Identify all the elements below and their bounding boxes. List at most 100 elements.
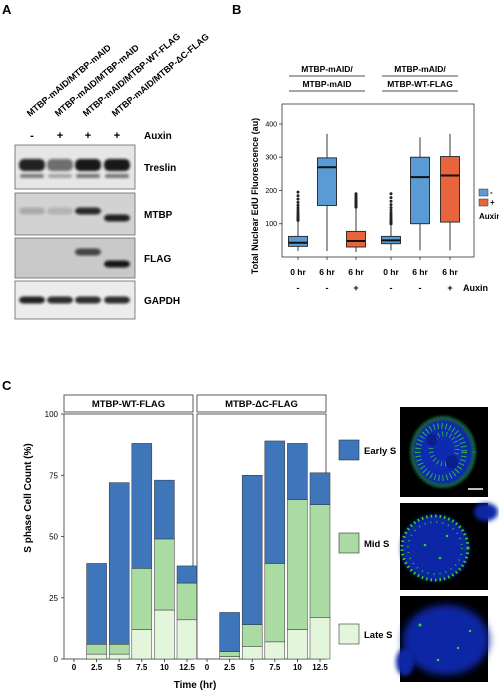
panel-c-ylabel: S phase Cell Count (%): [23, 443, 34, 552]
blot-band: [75, 296, 101, 304]
group-labels: MTBP-mAID/MTBP-mAID MTBP-mAID/MTBP-WT-FLA…: [289, 64, 458, 92]
outlier-point: [389, 206, 393, 210]
box: [440, 156, 460, 223]
x-tick-label: 0: [72, 663, 77, 672]
bar-segment-early-s: [131, 443, 153, 569]
blot-band: [48, 174, 72, 178]
auxin-sign: +: [85, 130, 91, 142]
bar-segment-early-s: [219, 612, 240, 652]
x-tick-label: 12.5: [312, 663, 328, 672]
micrograph-early-s: [400, 407, 488, 497]
y-tick-label: 0: [54, 655, 59, 664]
x-tick-label: 5: [117, 663, 122, 672]
plot-frame: [281, 103, 475, 258]
x-tick-label: 6 hr: [319, 267, 335, 277]
panel-c-legend: Early S Mid S Late S: [338, 439, 396, 645]
blot-band: [76, 174, 100, 178]
facet-title: MTBP-ΔC-FLAG: [225, 399, 298, 410]
x-tick-label: 0 hr: [290, 267, 306, 277]
x-tick-label: 10: [293, 663, 302, 672]
auxin-sign: +: [57, 130, 63, 142]
stacked-bar-facets: MTBP-WT-FLAG 0 2.5 5 7.5 10 12.5 MTBP-ΔC-FLAG 0 2…: [45, 394, 331, 672]
blot-band: [47, 296, 73, 304]
outlier-point: [389, 208, 393, 212]
facet-title: MTBP-WT-FLAG: [92, 399, 165, 410]
x-tick-label: 5: [250, 663, 255, 672]
blot-label: Treslin: [144, 163, 176, 174]
panel-c-label: C: [2, 378, 12, 393]
lane-labels: MTBP-mAID/MTBP-mAIDMTBP-mAID/MTBP-mAIDMT…: [25, 31, 211, 118]
blot-band: [19, 207, 45, 215]
bar-segment-late-s: [264, 641, 286, 660]
bar-segment-mid-s: [309, 504, 331, 618]
bar-segment-early-s: [241, 475, 263, 625]
auxin-sign: -: [390, 283, 393, 293]
group-label-line1: MTBP-mAID/: [301, 64, 353, 74]
bar-segment-early-s: [176, 565, 198, 584]
blot-band: [47, 207, 73, 215]
bar-segment-late-s: [309, 617, 331, 660]
blot-band: [75, 248, 101, 256]
outlier-point: [389, 196, 393, 200]
legend-swatch: [478, 188, 489, 197]
panel-a: A MTBP-mAID/MTBP-mAIDMTBP-mAID/MTBP-mAID…: [2, 2, 211, 320]
bar-segment-mid-s: [154, 538, 175, 611]
legend-label: Mid S: [364, 539, 389, 550]
micrograph-late-s: [396, 596, 489, 682]
outlier-point: [354, 192, 358, 196]
facet-strip: [63, 394, 194, 413]
outlier-point: [389, 213, 393, 217]
x-tick-label: 2.5: [91, 663, 103, 672]
outlier-point: [296, 200, 300, 204]
bar-segment-early-s: [154, 479, 175, 540]
auxin-label: Auxin: [144, 131, 172, 142]
group-label-line1: MTBP-mAID/: [394, 64, 446, 74]
bar-segment-mid-s: [86, 644, 107, 655]
y-tick-label: 100: [45, 410, 59, 419]
outlier-point: [296, 208, 300, 212]
legend-swatch: [338, 439, 360, 461]
auxin-sign: +: [447, 283, 452, 293]
panel-a-label: A: [2, 2, 12, 17]
bar-segment-late-s: [241, 646, 263, 660]
panel-c: C S phase Cell Count (%) Time (hr) MTBP-…: [2, 378, 498, 691]
outlier-point: [296, 206, 300, 210]
auxin-sign: +: [114, 130, 120, 142]
bar-segment-late-s: [154, 609, 175, 660]
legend-title: Auxin: [479, 212, 499, 221]
x-tick-label: 0: [205, 663, 210, 672]
blot-label: FLAG: [144, 254, 171, 265]
auxin-sign: -: [297, 283, 300, 293]
y-tick-label: 200: [265, 188, 277, 195]
x-tick-label: 6 hr: [442, 267, 458, 277]
western-blots: Treslin MTBP FLAG GAPDH: [14, 144, 180, 320]
legend-label: Late S: [364, 630, 393, 641]
bar-segment-late-s: [219, 656, 240, 660]
outlier-point: [296, 203, 300, 207]
panel-c-xlabel: Time (hr): [174, 680, 217, 691]
outlier-point: [296, 197, 300, 201]
blot-band: [104, 214, 130, 222]
legend-label: +: [490, 198, 495, 207]
y-tick-label: 75: [49, 471, 58, 480]
bar-segment-mid-s: [176, 582, 198, 621]
blot-band: [19, 159, 45, 171]
legend-swatch: [478, 198, 489, 207]
blot-label: MTBP: [144, 210, 173, 221]
box: [317, 157, 337, 206]
blot-band: [19, 296, 45, 304]
bar-segment-early-s: [264, 440, 286, 564]
blot-band: [105, 174, 129, 178]
blot-band: [75, 159, 101, 171]
legend-swatch: [338, 532, 360, 554]
group-label-line2: MTBP-mAID: [302, 79, 351, 89]
legend-label: -: [490, 188, 493, 197]
legend-label: Early S: [364, 446, 396, 457]
outlier-point: [296, 194, 300, 198]
y-tick-label: 50: [49, 533, 58, 542]
auxin-label: Auxin: [463, 283, 488, 293]
blot-band: [20, 174, 44, 178]
bar-segment-mid-s: [287, 499, 308, 630]
x-tick-label: 2.5: [224, 663, 236, 672]
